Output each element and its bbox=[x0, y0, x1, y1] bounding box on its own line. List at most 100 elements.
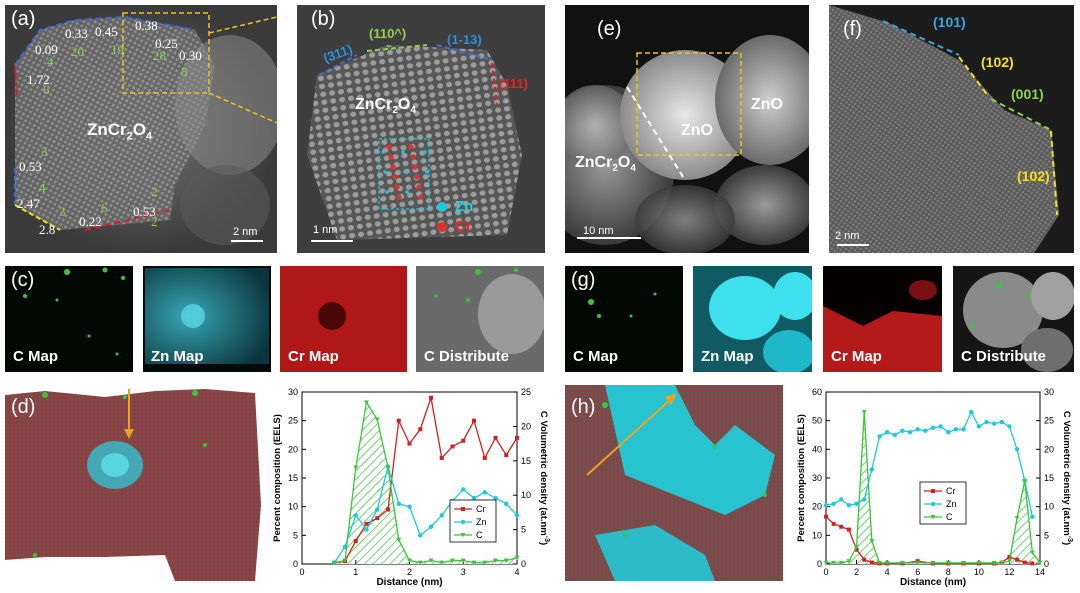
data-point-zn bbox=[504, 501, 509, 506]
x-tick-label: 4 bbox=[514, 567, 519, 577]
panel-g-c-map: (g) C Map bbox=[565, 266, 683, 372]
data-point-cr bbox=[439, 455, 444, 460]
data-point-zn bbox=[869, 467, 875, 472]
data-point-zn bbox=[418, 533, 423, 538]
distance-label: 0.25 bbox=[155, 36, 178, 51]
data-point-c bbox=[450, 558, 455, 563]
map-label: Cr Map bbox=[288, 348, 339, 365]
x-tick-label: 0 bbox=[299, 567, 304, 577]
data-point-cr bbox=[846, 527, 851, 532]
panel-b-label: (b) bbox=[311, 8, 336, 30]
data-point-c bbox=[838, 560, 844, 566]
legend-label: Cr bbox=[476, 504, 486, 514]
legend-marker bbox=[930, 501, 936, 507]
data-point-zn bbox=[915, 427, 920, 432]
layer-count-label: 6 bbox=[43, 82, 50, 97]
data-point-cr bbox=[1015, 557, 1020, 562]
x-tick-label: 12 bbox=[1004, 567, 1014, 577]
data-point-cr bbox=[869, 560, 874, 565]
data-point-cr bbox=[461, 438, 466, 443]
data-point-cr bbox=[854, 547, 859, 552]
data-point-zn bbox=[1014, 447, 1020, 452]
data-point-cr bbox=[862, 557, 867, 562]
data-point-c bbox=[1014, 516, 1020, 521]
y2-tick-label: 25 bbox=[521, 387, 531, 397]
data-point-c bbox=[353, 465, 359, 471]
y2-tick-label: 30 bbox=[1044, 387, 1054, 397]
x-tick-label: 8 bbox=[946, 567, 951, 577]
data-point-c bbox=[385, 465, 391, 471]
data-point-zn bbox=[1030, 514, 1035, 519]
data-point-zn bbox=[482, 490, 487, 495]
distance-label: 0.22 bbox=[79, 214, 102, 229]
chart-d: 0 1 2 3 4 0 5 10 15 20 25 30 0 5 10 15 20 25 Distance (nm)… bbox=[268, 380, 553, 588]
data-point-zn bbox=[461, 487, 466, 492]
data-point-zn bbox=[892, 432, 897, 438]
distance-label: 1.72 bbox=[27, 72, 50, 87]
data-point-cr bbox=[831, 521, 836, 526]
y2-tick-label: 20 bbox=[1044, 444, 1054, 454]
x-tick-label: 6 bbox=[915, 567, 920, 577]
panel-c-zn-map: Zn Map bbox=[143, 266, 271, 372]
data-point-zn bbox=[900, 428, 905, 433]
data-point-zn bbox=[428, 524, 434, 529]
data-point-c bbox=[999, 560, 1005, 566]
y2-tick-label: 25 bbox=[1044, 416, 1054, 426]
panel-g-c-distribute: C Distribute bbox=[953, 266, 1074, 372]
data-point-zn bbox=[439, 513, 444, 518]
panel-a-lattice bbox=[5, 5, 277, 253]
legend-marker bbox=[460, 533, 466, 538]
data-point-zn bbox=[984, 419, 989, 425]
legend-label: Zn bbox=[946, 499, 957, 509]
x-tick-label: 3 bbox=[461, 567, 466, 577]
data-point-cr bbox=[364, 521, 369, 526]
chart-h: 0 2 4 6 8 10 12 14 0 10 20 30 40 50 60 0 5 10 15 20 25 30 Dist… bbox=[786, 380, 1076, 588]
distance-label: 2.47 bbox=[17, 196, 40, 211]
panel-e-scalebar-label: 10 nm bbox=[583, 225, 614, 237]
data-point-zn bbox=[991, 421, 997, 426]
layer-count-label: 4 bbox=[39, 180, 46, 195]
distance-label: 0.09 bbox=[35, 42, 58, 57]
distance-label: 2.8 bbox=[39, 222, 56, 237]
panel-e-label: (e) bbox=[597, 18, 622, 40]
panel-e-haadf-image: (e) ZnO ZnO ZnCr2O4 10 nm bbox=[565, 5, 809, 253]
y-axis-label: Percent composition (EELS) bbox=[796, 414, 807, 542]
data-point-zn bbox=[823, 503, 829, 508]
data-point-zn bbox=[846, 503, 852, 508]
y-tick-label: 20 bbox=[812, 502, 822, 512]
data-point-c bbox=[1007, 559, 1012, 564]
panel-b-hrtem-image: (b) ZnCr2O4 (311) (110^) (1-13) (111) Zn… bbox=[297, 5, 545, 253]
y2-tick-label: 15 bbox=[521, 456, 531, 466]
y-tick-label: 30 bbox=[812, 473, 822, 483]
legend-label: Zn bbox=[476, 517, 487, 527]
panel-f-lattice bbox=[829, 5, 1074, 253]
data-point-c bbox=[331, 560, 337, 566]
distance-label: 0.33 bbox=[65, 26, 88, 41]
panel-e-particles bbox=[565, 5, 809, 253]
map-label: C Map bbox=[13, 348, 58, 365]
data-point-c bbox=[374, 417, 380, 422]
legend-marker bbox=[460, 519, 466, 525]
panel-d-label: (d) bbox=[11, 396, 36, 418]
y2-tick-label: 0 bbox=[521, 559, 526, 569]
layer-count-label: 2 bbox=[151, 214, 158, 229]
layer-count-label: 4 bbox=[47, 54, 54, 69]
legend-marker bbox=[931, 489, 935, 493]
x-tick-label: 2 bbox=[854, 567, 859, 577]
panel-h-label: (h) bbox=[571, 396, 596, 418]
y2-tick-label: 0 bbox=[1044, 559, 1049, 569]
data-point-cr bbox=[493, 435, 498, 440]
data-point-c bbox=[831, 560, 837, 566]
panel-c-c-distribute: C Distribute bbox=[416, 266, 544, 372]
data-point-c bbox=[915, 560, 921, 566]
legend-box bbox=[919, 481, 967, 525]
legend-label: C bbox=[946, 512, 953, 522]
data-point-c bbox=[976, 560, 982, 566]
y-tick-label: 10 bbox=[288, 502, 298, 512]
chart-h-svg: 0 2 4 6 8 10 12 140102030405060051015202530Dist… bbox=[796, 387, 1073, 588]
map-label: Cr Map bbox=[831, 348, 882, 365]
data-point-c bbox=[869, 539, 875, 544]
layer-count-label: 28 bbox=[153, 48, 166, 63]
zn-legend-label: Zn bbox=[455, 198, 474, 215]
facet-label: (101) bbox=[933, 14, 966, 30]
